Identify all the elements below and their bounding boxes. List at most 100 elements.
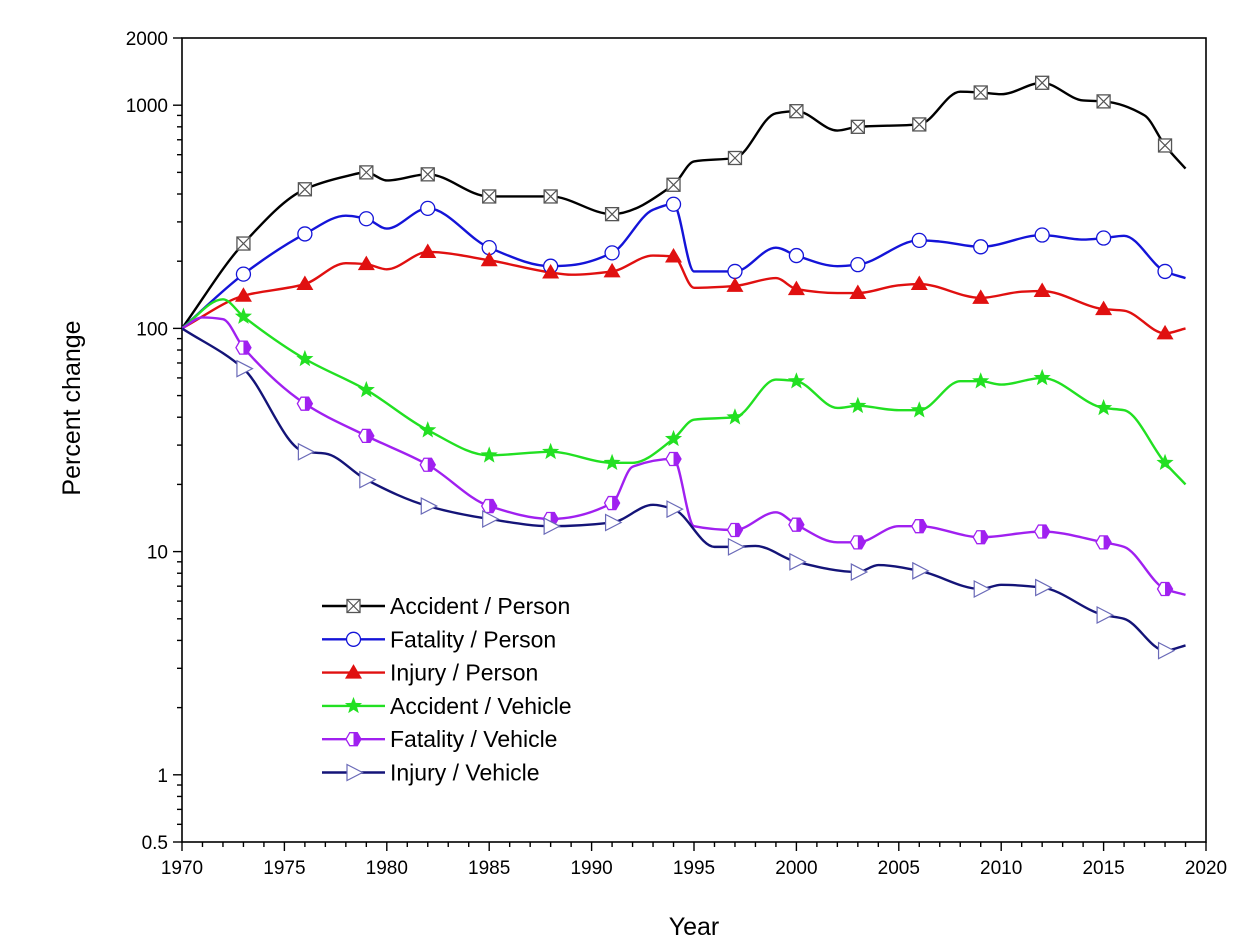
data-point-injury-vehicle (604, 513, 623, 532)
legend-label: Accident / Vehicle (390, 693, 572, 719)
data-point-injury-vehicle (727, 537, 746, 556)
data-point-fatality-person (1157, 263, 1173, 280)
data-point-fatality-vehicle (665, 451, 682, 467)
x-tick-label: 1995 (673, 858, 715, 879)
legend-item-fatality-person: Fatality / Person (322, 626, 556, 652)
y-axis-title: Percent change (58, 320, 86, 495)
data-point-accident-vehicle (234, 307, 252, 324)
data-point-fatality-person (973, 239, 989, 255)
legend-item-accident-vehicle: Accident / Vehicle (322, 693, 572, 719)
data-point-injury-person (665, 247, 683, 263)
y-tick-label: 1 (157, 766, 168, 787)
y-tick-label: 10 (147, 543, 168, 564)
data-point-fatality-person (420, 200, 436, 217)
data-point-fatality-person (665, 196, 682, 212)
data-point-accident-vehicle (849, 396, 867, 414)
data-point-injury-person (849, 284, 867, 300)
data-point-fatality-vehicle (1095, 535, 1112, 550)
data-point-injury-person (972, 289, 990, 304)
x-tick-label: 2015 (1082, 858, 1124, 879)
data-point-accident-person (912, 117, 927, 132)
data-point-fatality-person (1034, 227, 1050, 243)
y-tick-label: 2000 (126, 29, 168, 50)
data-point-injury-vehicle (1096, 606, 1114, 624)
legend-marker (344, 696, 363, 714)
data-point-fatality-person (727, 263, 743, 280)
legend-marker (346, 763, 364, 782)
y-axis: 0.5 1 10 100 1000 2000 (126, 29, 182, 854)
series-line-injury-person (182, 250, 1186, 335)
legend-item-injury-vehicle: Injury / Vehicle (322, 760, 540, 786)
data-point-accident-person (604, 206, 620, 222)
data-point-accident-vehicle (664, 429, 683, 447)
data-point-accident-person (1096, 94, 1111, 109)
data-point-accident-vehicle (480, 446, 498, 463)
x-tick-label: 1990 (570, 858, 612, 879)
data-point-fatality-person (911, 232, 927, 249)
data-point-injury-vehicle (1035, 578, 1053, 597)
data-point-fatality-person (604, 245, 620, 261)
data-point-injury-vehicle (973, 580, 992, 598)
data-point-fatality-vehicle (296, 396, 314, 411)
data-point-accident-vehicle (1033, 368, 1051, 386)
x-tick-label: 1980 (366, 858, 408, 879)
legend-item-accident-person: Accident / Person (322, 593, 570, 619)
data-point-fatality-person (788, 247, 805, 264)
x-axis-title: Year (669, 913, 720, 941)
data-point-injury-vehicle (297, 442, 316, 461)
data-point-accident-person (1035, 75, 1050, 90)
data-point-fatality-vehicle (235, 340, 252, 355)
data-point-fatality-person (358, 211, 374, 227)
data-point-accident-vehicle (726, 408, 744, 425)
data-point-accident-vehicle (542, 442, 560, 460)
data-point-accident-person (359, 165, 374, 180)
data-point-accident-vehicle (603, 453, 621, 471)
data-point-injury-vehicle (850, 563, 869, 582)
legend-label: Fatality / Person (390, 626, 556, 652)
series-line-accident-vehicle (182, 298, 1187, 486)
x-tick-label: 1970 (161, 858, 203, 879)
data-point-fatality-vehicle (1156, 581, 1174, 597)
legend-label: Accident / Person (390, 593, 570, 619)
data-point-fatality-vehicle (1033, 524, 1051, 539)
data-point-injury-person (542, 264, 560, 279)
data-point-fatality-person (1095, 230, 1112, 246)
series-lines (182, 81, 1187, 652)
data-point-accident-person (543, 189, 558, 204)
data-point-fatality-vehicle (911, 519, 928, 534)
data-point-injury-vehicle (543, 517, 561, 536)
data-point-accident-person (727, 150, 743, 166)
data-point-injury-person (357, 255, 375, 271)
data-point-accident-person (1157, 138, 1173, 153)
data-point-accident-person (420, 167, 435, 182)
data-point-injury-person (603, 262, 621, 278)
data-point-injury-person (296, 275, 314, 291)
data-point-injury-vehicle (912, 561, 930, 580)
legend-label: Fatality / Vehicle (390, 726, 557, 752)
x-tick-label: 2005 (878, 858, 920, 879)
plot-area (181, 37, 1207, 843)
data-point-fatality-vehicle (972, 530, 989, 545)
plot-frame (181, 37, 1207, 843)
series-markers (234, 75, 1176, 660)
data-point-accident-person (789, 104, 804, 119)
data-point-fatality-vehicle (788, 517, 805, 532)
legend-label: Injury / Vehicle (390, 760, 540, 786)
data-point-fatality-vehicle (358, 428, 375, 444)
x-tick-label: 2000 (775, 858, 817, 879)
data-point-fatality-vehicle (726, 522, 744, 538)
data-point-injury-person (1095, 300, 1113, 316)
data-point-injury-vehicle (420, 497, 439, 516)
data-point-fatality-vehicle (480, 498, 498, 514)
data-point-injury-person (787, 280, 805, 296)
data-point-accident-vehicle (972, 372, 990, 389)
data-point-injury-person (234, 287, 252, 302)
x-axis: 1970 1975 1980 1985 1990 1995 2000 2005 2010 2015… (161, 842, 1227, 879)
legend-label: Injury / Person (390, 660, 538, 686)
data-point-injury-vehicle (789, 552, 807, 571)
x-tick-label: 1985 (468, 858, 510, 879)
data-point-injury-vehicle (666, 500, 684, 519)
data-point-accident-person (297, 182, 313, 197)
data-point-fatality-vehicle (419, 457, 437, 472)
